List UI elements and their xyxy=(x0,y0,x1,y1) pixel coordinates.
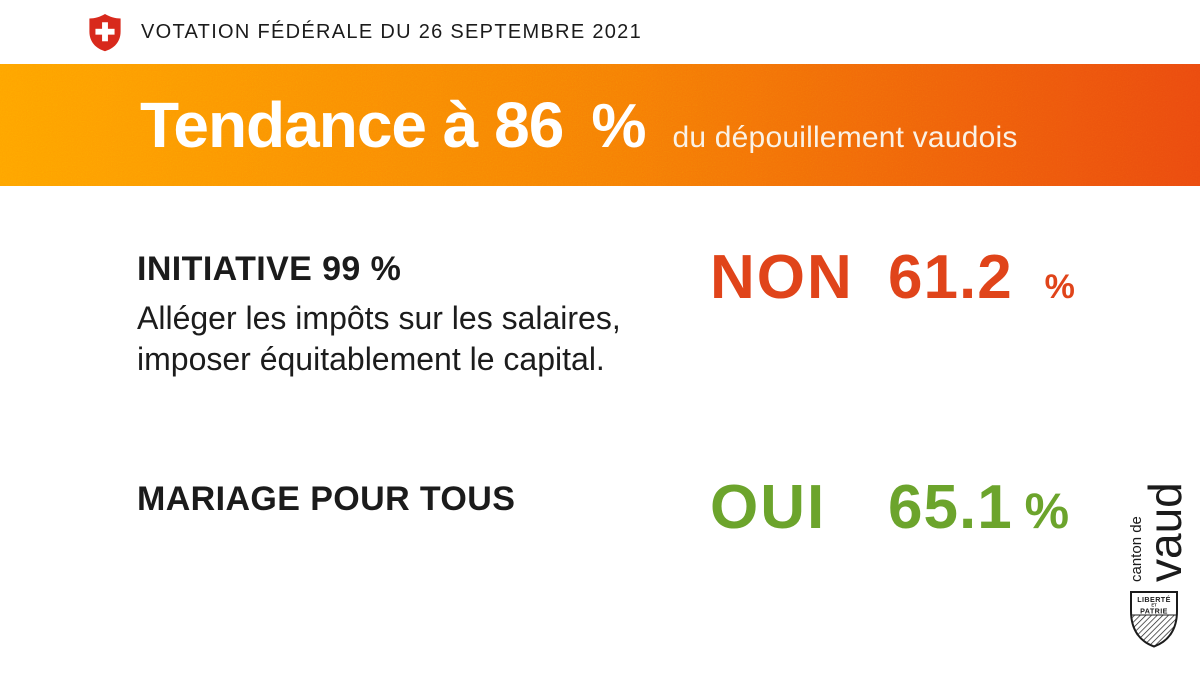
results-section: INITIATIVE 99 % Alléger les impôts sur l… xyxy=(0,186,1200,543)
result-description-line-2: imposer équitablement le capital. xyxy=(137,341,605,377)
result-value-oui: OUI 65.1 % xyxy=(710,472,1069,543)
motto-liberte: LIBERTÉ xyxy=(1137,595,1171,604)
verdict-percentage: 61.2 xyxy=(888,243,1013,312)
verdict-label: NON xyxy=(710,243,854,312)
swiss-cross-shield-icon xyxy=(88,13,122,52)
result-title: MARIAGE POUR TOUS xyxy=(137,480,516,518)
banner-content: Tendance à 86 % du dépouillement vaudois xyxy=(140,88,1018,162)
result-row-mariage-pour-tous: MARIAGE POUR TOUS OUI 65.1 % xyxy=(137,473,1200,543)
trend-banner: Tendance à 86 % du dépouillement vaudois xyxy=(0,64,1200,186)
header-title: VOTATION FÉDÉRALE DU 26 SEPTEMBRE 2021 xyxy=(141,20,643,43)
logo-large-text: vaud xyxy=(1139,482,1188,582)
logo-small-text: canton de xyxy=(1128,516,1145,582)
percent-sign: % xyxy=(1044,268,1075,306)
result-description-block: MARIAGE POUR TOUS xyxy=(137,480,710,528)
vaud-coat-of-arms: LIBERTÉ ET PATRIE xyxy=(1130,591,1178,648)
result-row-initiative-99: INITIATIVE 99 % Alléger les impôts sur l… xyxy=(137,243,1200,380)
result-value-non: NON 61.2 % xyxy=(710,242,1075,313)
result-description-block: INITIATIVE 99 % Alléger les impôts sur l… xyxy=(137,250,710,380)
banner-percent-sign: % xyxy=(591,92,647,161)
verdict-label: OUI xyxy=(710,473,827,542)
verdict-percentage: 65.1 xyxy=(888,473,1013,542)
header-bar: VOTATION FÉDÉRALE DU 26 SEPTEMBRE 2021 xyxy=(0,0,1200,64)
result-description-line-1: Alléger les impôts sur les salaires, xyxy=(137,300,621,336)
motto-et: ET xyxy=(1151,603,1157,608)
banner-title: Tendance à 86 xyxy=(140,89,564,161)
canton-de-vaud-logo: canton de vaud LIBERTÉ ET PATRIE xyxy=(1124,470,1188,650)
result-title: INITIATIVE 99 % xyxy=(137,250,402,288)
motto-patrie: PATRIE xyxy=(1140,607,1168,616)
banner-subtitle: du dépouillement vaudois xyxy=(672,121,1018,154)
percent-sign: % xyxy=(1024,483,1070,539)
